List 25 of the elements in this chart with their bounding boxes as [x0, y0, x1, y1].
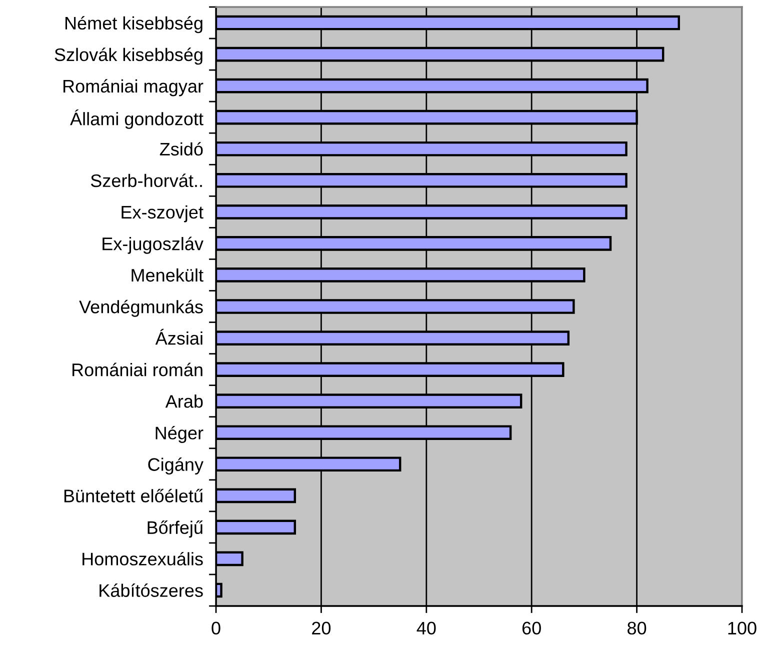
y-tick-label: Ázsiai — [155, 328, 202, 345]
y-tick-label: Büntetett előéletű — [64, 488, 203, 502]
x-tick-label: 100 — [728, 622, 756, 635]
x-tick-label: 40 — [416, 622, 436, 635]
y-tick-label: Kábítószeres — [100, 583, 203, 597]
x-tick-label: 60 — [522, 622, 541, 635]
y-tick-label: Néger — [156, 426, 204, 443]
y-tick-label: Cigány — [148, 457, 204, 475]
x-tick-label: 20 — [312, 622, 331, 635]
y-tick-label: Romániai magyar — [64, 79, 204, 96]
y-tick-label: Vendégmunkás — [79, 300, 203, 317]
y-tick-label: Homoszexuális — [82, 552, 203, 566]
y-tick-label: Állami gondozott — [70, 110, 204, 129]
y-tick-label: Német kisebbség — [65, 16, 202, 34]
y-tick-label: Romániai román — [72, 362, 202, 376]
y-tick-label: Ex-jugoszláv — [102, 236, 204, 254]
y-tick-label: Zsidó — [160, 142, 203, 156]
x-tick-label: 0 — [212, 622, 220, 635]
y-tick-label: Szerb-horvát.. — [90, 174, 202, 188]
y-tick-label: Ex-szovjet — [122, 205, 204, 222]
y-tick-label: Bőrfejű — [148, 520, 203, 538]
y-tick-label: Szlovák kisebbség — [54, 48, 202, 65]
y-tick-label: Arab — [165, 394, 203, 408]
x-tick-label: 80 — [628, 622, 646, 635]
y-tick-label: Menekült — [132, 268, 204, 282]
